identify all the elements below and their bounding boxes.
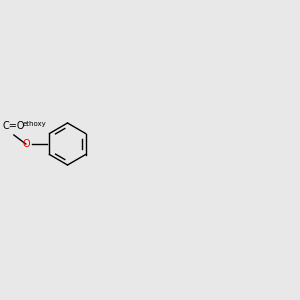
Text: O: O [22, 139, 30, 149]
Text: C=O: C=O [3, 121, 25, 131]
Text: ethoxy: ethoxy [23, 121, 46, 127]
